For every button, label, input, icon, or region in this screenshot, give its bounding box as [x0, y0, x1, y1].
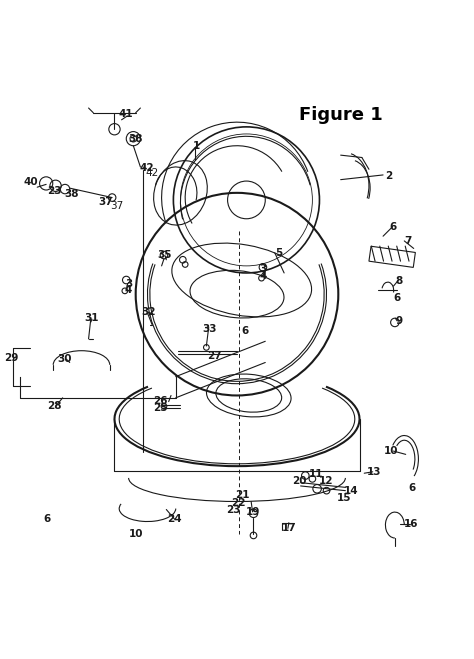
Text: 3: 3 [125, 279, 132, 289]
Text: 16: 16 [404, 519, 419, 529]
Text: 27: 27 [207, 351, 222, 361]
Text: 22: 22 [231, 498, 246, 508]
Text: 38: 38 [128, 134, 143, 144]
Text: 23: 23 [227, 505, 241, 515]
Text: 14: 14 [344, 486, 358, 496]
Text: 6: 6 [409, 483, 416, 494]
Text: 6: 6 [241, 326, 249, 336]
Text: 19: 19 [246, 507, 261, 517]
Text: 2: 2 [385, 171, 392, 181]
Text: 7: 7 [404, 236, 411, 246]
Text: 26: 26 [154, 396, 168, 406]
Text: 9: 9 [395, 316, 402, 326]
Text: 11: 11 [309, 469, 323, 479]
Text: 13: 13 [366, 467, 381, 477]
Text: 6: 6 [393, 293, 401, 303]
Text: 15: 15 [337, 493, 351, 503]
Text: 10: 10 [383, 445, 398, 455]
Text: 40: 40 [23, 177, 38, 187]
Text: 38: 38 [64, 189, 78, 199]
Text: 24: 24 [167, 514, 182, 524]
Text: 12: 12 [319, 476, 333, 486]
Text: 4: 4 [125, 285, 132, 295]
Text: 31: 31 [84, 313, 99, 323]
Text: 6: 6 [43, 515, 50, 525]
Text: 37: 37 [110, 202, 123, 212]
Text: 23: 23 [47, 186, 62, 196]
Text: 20: 20 [292, 476, 307, 486]
Text: 35: 35 [158, 250, 172, 260]
Text: 5: 5 [275, 248, 282, 258]
Text: 3: 3 [259, 264, 266, 274]
Text: 1: 1 [192, 141, 200, 151]
Text: 30: 30 [57, 354, 72, 364]
Text: 21: 21 [236, 490, 250, 500]
Text: 33: 33 [202, 324, 217, 333]
Text: 25: 25 [154, 403, 168, 413]
Text: 17: 17 [282, 523, 296, 533]
Text: 37: 37 [99, 197, 113, 207]
Text: 29: 29 [5, 353, 19, 362]
Text: 6: 6 [390, 222, 397, 232]
Text: Figure 1: Figure 1 [299, 106, 383, 124]
Text: 41: 41 [119, 109, 134, 119]
Text: 8: 8 [395, 276, 402, 286]
Text: 32: 32 [142, 306, 156, 316]
Text: 42: 42 [139, 163, 154, 173]
Text: 4: 4 [259, 271, 266, 281]
Text: 10: 10 [129, 529, 144, 538]
Bar [369, 246, 415, 268]
Text: 42: 42 [145, 168, 158, 178]
Text: 28: 28 [47, 401, 62, 411]
